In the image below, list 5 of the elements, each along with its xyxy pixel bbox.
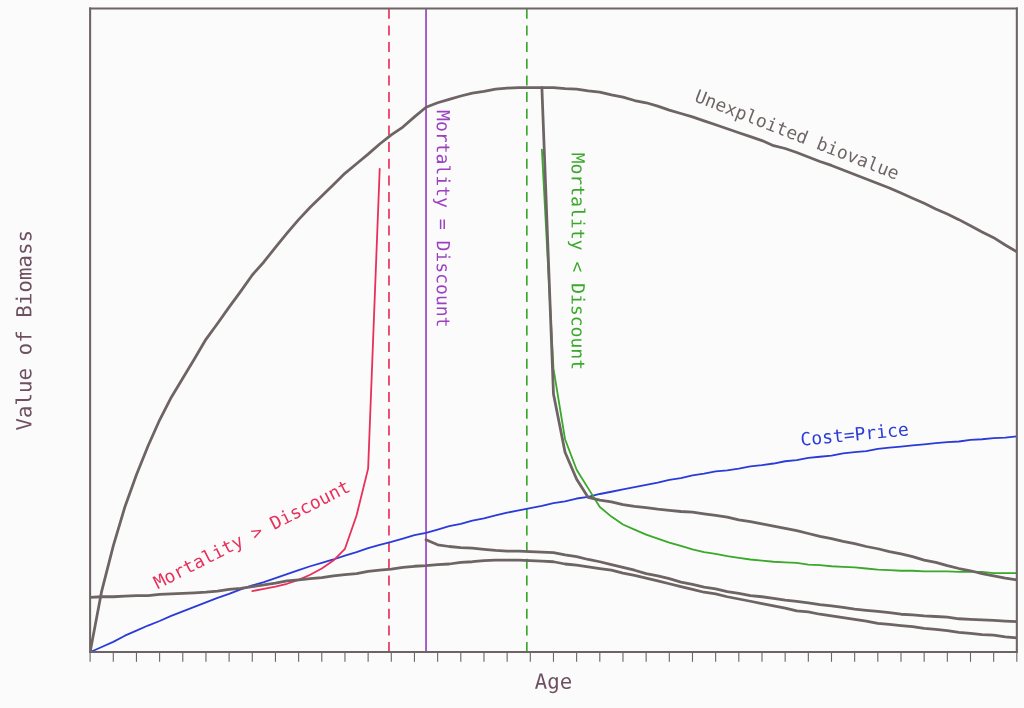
text: Cost=Price <box>800 421 909 446</box>
x-axis-title: Age <box>535 673 572 694</box>
annotation: Mortality = Discount <box>433 110 451 326</box>
text: Mortality < Discount <box>567 153 586 369</box>
y-axis-title: Value of Biomass <box>15 232 32 431</box>
